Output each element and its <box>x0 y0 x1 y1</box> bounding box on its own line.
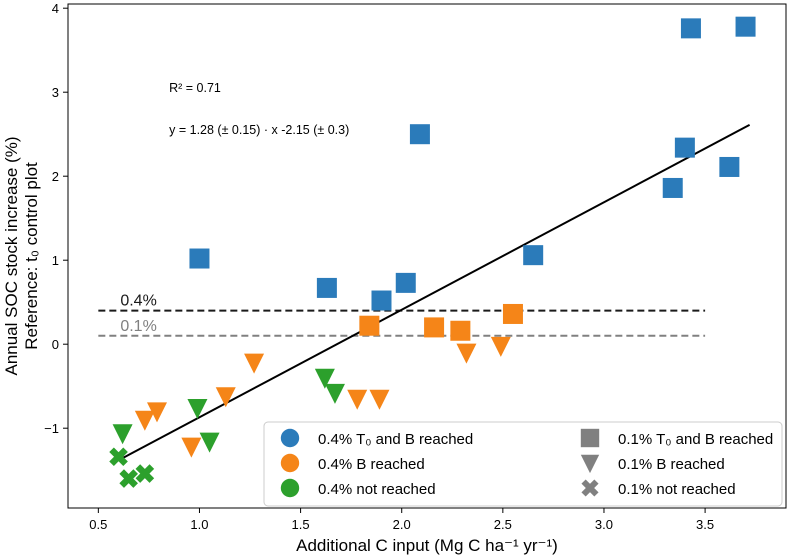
x-tick-label-1: 1.0 <box>190 517 208 532</box>
reference-line-label-0: 0.4% <box>120 293 156 310</box>
data-point-s2-6 <box>369 389 390 410</box>
data-point-s1-0 <box>359 315 380 336</box>
data-point-s2-4 <box>244 353 265 374</box>
data-point-s3-2 <box>199 432 220 453</box>
regression-equation: y = 1.28 (± 0.15) · x -2.15 (± 0.3) <box>169 123 349 137</box>
legend-label-4: 0.1% B reached <box>618 456 725 473</box>
legend-marker-1 <box>280 453 300 473</box>
data-point-s3-4 <box>324 383 345 404</box>
data-point-s4-2 <box>135 464 155 483</box>
data-point-s0-5 <box>523 245 544 266</box>
data-point-s1-3 <box>502 303 523 324</box>
data-point-s2-5 <box>347 389 368 410</box>
data-point-s2-1 <box>146 402 167 423</box>
data-point-s0-7 <box>674 137 695 158</box>
data-point-s2-2 <box>181 437 202 458</box>
legend-marker-5 <box>581 479 599 497</box>
annotation-layer: R² = 0.71 y = 1.28 (± 0.15) · x -2.15 (±… <box>2 81 558 555</box>
y-tick-label-0: −1 <box>44 421 59 436</box>
x-tick-label-4: 2.5 <box>494 517 512 532</box>
y-axis-label-line2: Reference: t₀ control plot <box>22 162 41 350</box>
legend-label-0: 0.4% T₀ and B reached <box>318 431 473 448</box>
data-point-s3-3 <box>314 368 335 389</box>
data-point-s0-4 <box>409 124 430 145</box>
data-point-s0-8 <box>680 18 701 39</box>
legend-marker-0 <box>280 428 300 448</box>
x-tick-label-5: 3.0 <box>595 517 613 532</box>
data-point-s1-1 <box>424 317 445 338</box>
data-point-s0-9 <box>719 156 740 177</box>
plot-border <box>67 3 787 509</box>
legend-label-2: 0.4% not reached <box>318 481 436 498</box>
data-point-s0-1 <box>316 277 337 298</box>
data-point-s0-10 <box>735 16 756 37</box>
data-point-s0-0 <box>189 248 210 269</box>
reference-line-label-1: 0.1% <box>120 318 156 335</box>
legend-box <box>263 421 783 507</box>
data-point-s0-6 <box>662 177 683 198</box>
data-point-s4-1 <box>119 469 138 488</box>
data-point-s2-8 <box>490 336 511 357</box>
x-tick-label-0: 0.5 <box>89 517 107 532</box>
data-point-s0-3 <box>395 272 416 293</box>
y-tick-label-5: 4 <box>52 1 59 16</box>
x-tick-label-6: 3.5 <box>696 517 714 532</box>
data-point-s3-1 <box>187 399 208 420</box>
data-point-s0-2 <box>371 290 392 311</box>
data-point-s2-7 <box>456 343 477 364</box>
r-squared-annotation: R² = 0.71 <box>169 81 221 95</box>
x-tick-label-3: 2.0 <box>393 517 411 532</box>
y-tick-label-3: 2 <box>52 169 59 184</box>
data-point-s2-0 <box>134 410 155 431</box>
y-tick-label-1: 0 <box>52 337 59 352</box>
legend-label-1: 0.4% B reached <box>318 456 425 473</box>
legend-label-5: 0.1% not reached <box>618 481 736 498</box>
y-tick-label-2: 1 <box>52 253 59 268</box>
legend: 0.4% T₀ and B reached 0.4% B reached 0.4% … <box>263 421 783 507</box>
data-points <box>109 16 756 488</box>
x-tick-label-2: 1.5 <box>292 517 310 532</box>
y-tick-label-4: 3 <box>52 85 59 100</box>
legend-label-3: 0.1% T₀ and B reached <box>618 431 773 448</box>
data-point-s3-0 <box>112 424 133 445</box>
y-axis-label-line1: Annual SOC stock increase (%) <box>2 136 21 375</box>
data-point-s1-2 <box>450 320 471 341</box>
data-point-s4-0 <box>109 447 128 467</box>
legend-marker-3 <box>580 428 600 448</box>
legend-marker-4 <box>580 454 600 474</box>
legend-marker-2 <box>280 478 300 498</box>
x-axis-label: Additional C input (Mg C ha⁻¹ yr⁻¹) <box>296 536 558 555</box>
data-point-s2-3 <box>215 387 236 408</box>
axes: 0.5 1.0 1.5 2.0 2.5 3.0 3.5 −1 0 1 2 3 4 <box>44 1 787 532</box>
